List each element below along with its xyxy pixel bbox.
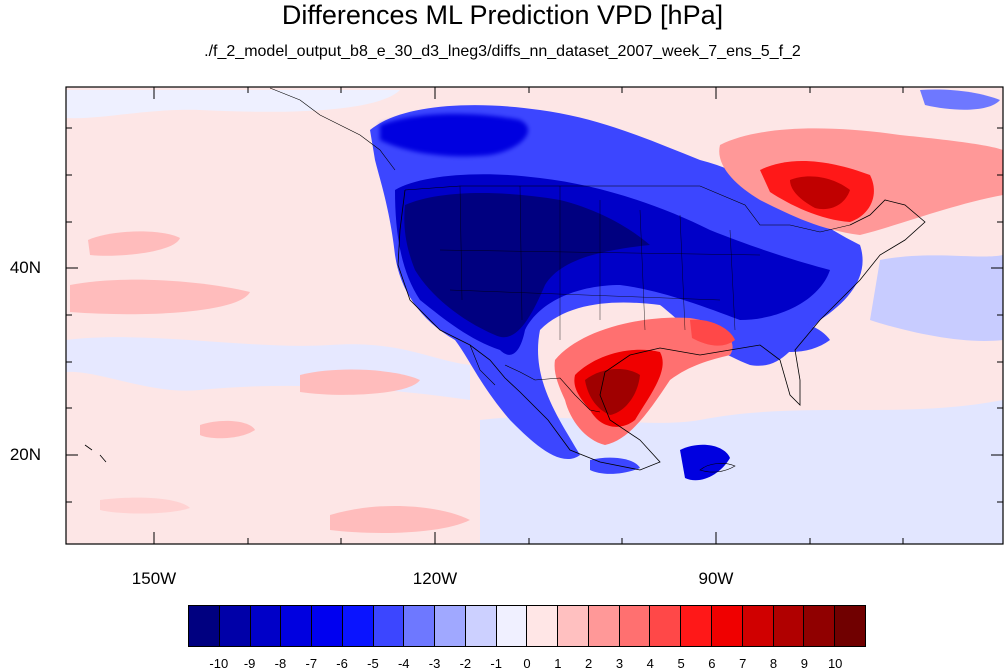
colorbar-tick-label: -1 — [490, 656, 502, 671]
colorbar-swatch — [742, 606, 774, 646]
colorbar-swatch — [465, 606, 497, 646]
colorbar-tick-label: 1 — [554, 656, 562, 671]
map-subtitle: ./f_2_model_output_b8_e_30_d3_lneg3/diff… — [204, 43, 801, 60]
colorbar-swatch — [219, 606, 251, 646]
colorbar-swatch — [404, 606, 436, 646]
colorbar — [188, 605, 866, 647]
colorbar-swatch — [312, 606, 343, 646]
colorbar-swatch — [835, 606, 865, 646]
colorbar-tick-label: 6 — [708, 656, 716, 671]
colorbar-tick-label: -9 — [243, 656, 256, 671]
colorbar-tick-label: 0 — [523, 656, 531, 671]
colorbar-swatch — [250, 606, 282, 646]
colorbar-tick-label: -5 — [367, 656, 379, 671]
colorbar-tick-label: -8 — [274, 656, 287, 671]
colorbar-tick-label: 2 — [585, 656, 593, 671]
colorbar-tick-label: 3 — [615, 656, 624, 671]
colorbar-swatch — [527, 606, 559, 646]
colorbar-swatch — [373, 606, 405, 646]
colorbar-swatch — [773, 606, 805, 646]
colorbar-tick-label: -10 — [209, 656, 229, 671]
colorbar-swatch — [681, 606, 713, 646]
colorbar-tick-label: -2 — [459, 656, 472, 671]
colorbar-swatch — [189, 606, 220, 646]
vpd-difference-field — [66, 87, 1003, 544]
lat-label-40n: 40N — [9, 258, 41, 277]
colorbar-tick-label: 7 — [739, 656, 747, 671]
colorbar-tick-label: 9 — [800, 656, 808, 671]
colorbar-swatch — [496, 606, 528, 646]
lat-label-20n: 20N — [9, 445, 41, 464]
colorbar-tick-label: -4 — [397, 656, 410, 671]
colorbar-tick-label: 5 — [677, 656, 685, 671]
colorbar-swatch — [281, 606, 313, 646]
colorbar-tick-label: -6 — [336, 656, 348, 671]
colorbar-swatch — [588, 606, 620, 646]
colorbar-tick-label: 8 — [769, 656, 778, 671]
colorbar-swatch — [650, 606, 682, 646]
colorbar-swatch — [558, 606, 589, 646]
colorbar-swatch — [712, 606, 743, 646]
colorbar-swatch — [619, 606, 651, 646]
colorbar-tick-label: 4 — [646, 656, 654, 671]
colorbar-swatch — [435, 606, 466, 646]
colorbar-tick-label: 10 — [827, 656, 843, 671]
colorbar-swatch — [342, 606, 374, 646]
map-title: Differences ML Prediction VPD [hPa] — [281, 0, 724, 30]
lon-label-90w: 90W — [698, 569, 734, 588]
colorbar-tick-label: -7 — [305, 656, 318, 671]
lon-label-150w: 150W — [131, 569, 177, 588]
colorbar-swatch — [804, 606, 836, 646]
colorbar-tick-label: -3 — [428, 656, 441, 671]
lon-label-120w: 120W — [412, 569, 458, 588]
